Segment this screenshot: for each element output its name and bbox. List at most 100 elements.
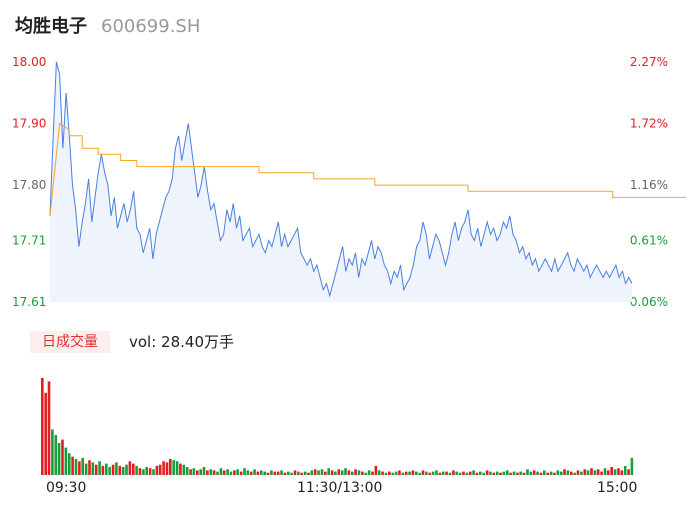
volume-bar [623,465,627,475]
volume-bar [570,471,573,475]
volume-bar [239,471,243,475]
volume-bar [310,470,314,475]
volume-bar [600,471,603,475]
volume-bar [41,378,44,475]
volume-label-badge: 日成交量 [30,331,110,353]
volume-bar [371,471,374,475]
volume-bar [330,470,334,475]
volume-bar [458,472,462,475]
volume-bar [421,470,425,475]
volume-bar [418,472,421,475]
volume-bar [384,472,388,475]
volume-bar [44,392,47,475]
volume-bar [226,469,229,475]
volume-bar [256,471,260,475]
volume-bar [94,464,98,475]
volume-bar [54,435,58,475]
volume-bar [529,471,533,475]
volume-bar [485,470,489,475]
avg-line [68,129,686,198]
y-tick-right: 2.27% [630,55,668,69]
volume-bar [539,472,543,475]
volume-bar [300,472,303,475]
price-area [50,62,632,302]
volume-bar [364,472,368,475]
volume-bar [377,470,381,475]
y-tick-right: 1.72% [630,117,668,131]
volume-bar [576,470,580,475]
volume-bar [408,471,411,475]
volume-bar [462,471,465,475]
volume-bar [522,472,526,475]
volume-bar [495,471,499,475]
volume-bar [607,470,610,475]
x-tick-open: 09:30 [46,480,87,496]
volume-bar [57,443,61,475]
volume-bar [468,471,472,475]
volume-bar [64,447,68,475]
volume-bar [324,471,327,475]
volume-bar [613,469,617,475]
volume-bar [138,468,142,475]
volume-bar [175,461,179,475]
volume-bar [583,469,587,475]
volume-bar [293,470,297,475]
y-tick-right: 0.06% [630,295,668,309]
volume-bar [199,469,202,475]
volume-bar [593,470,597,475]
volume-bar [347,470,351,475]
y-tick-left: 17.90 [12,117,46,131]
volume-bar [172,460,175,475]
volume-bar [229,471,233,475]
volume-bar [158,464,162,475]
volume-bar [388,471,391,475]
volume-bar [479,471,482,475]
volume-bar [260,470,263,475]
volume-bar [115,462,118,475]
volume-bar [475,472,479,475]
volume-bar [472,470,475,475]
volume-bar [391,472,394,475]
volume-bar [145,467,148,475]
stock-header: 均胜电子 600699.SH [15,12,200,40]
volume-bar [556,470,560,475]
volume-bar [344,468,347,475]
volume-bar [415,471,418,475]
volume-bar [303,471,307,475]
volume-bar [243,468,246,475]
volume-bar [559,471,563,475]
y-tick-right: 0.61% [630,233,668,247]
volume-bar [536,471,539,475]
volume-bar [81,457,84,475]
volume-bar [506,470,509,475]
y-tick-left: 17.71 [12,233,46,247]
volume-bar [435,470,438,475]
volume-bar [236,469,239,475]
volume-bar [108,467,111,475]
volume-bar [438,472,442,475]
volume-bar [91,462,95,475]
volume-bar [202,467,206,475]
volume-bar [276,471,280,475]
volume-bar [128,461,132,475]
volume-bar [47,381,51,475]
volume-bar [71,456,74,475]
volume-bar [84,463,88,475]
volume-bar [404,471,408,475]
volume-bar [169,459,172,475]
volume-bar [68,453,71,475]
x-tick-close: 15:00 [597,480,638,496]
volume-bar [125,464,128,475]
volume-bar [206,470,209,475]
volume-bar [610,467,613,475]
volume-bar [448,472,452,475]
volume-bar [519,471,522,475]
volume-bar [51,429,54,475]
volume-bar [273,471,277,475]
volume-bar [189,469,192,475]
volume-bar [111,464,115,475]
avg-line-start [49,122,70,216]
volume-bar [78,461,81,475]
volume-bar [357,470,361,475]
